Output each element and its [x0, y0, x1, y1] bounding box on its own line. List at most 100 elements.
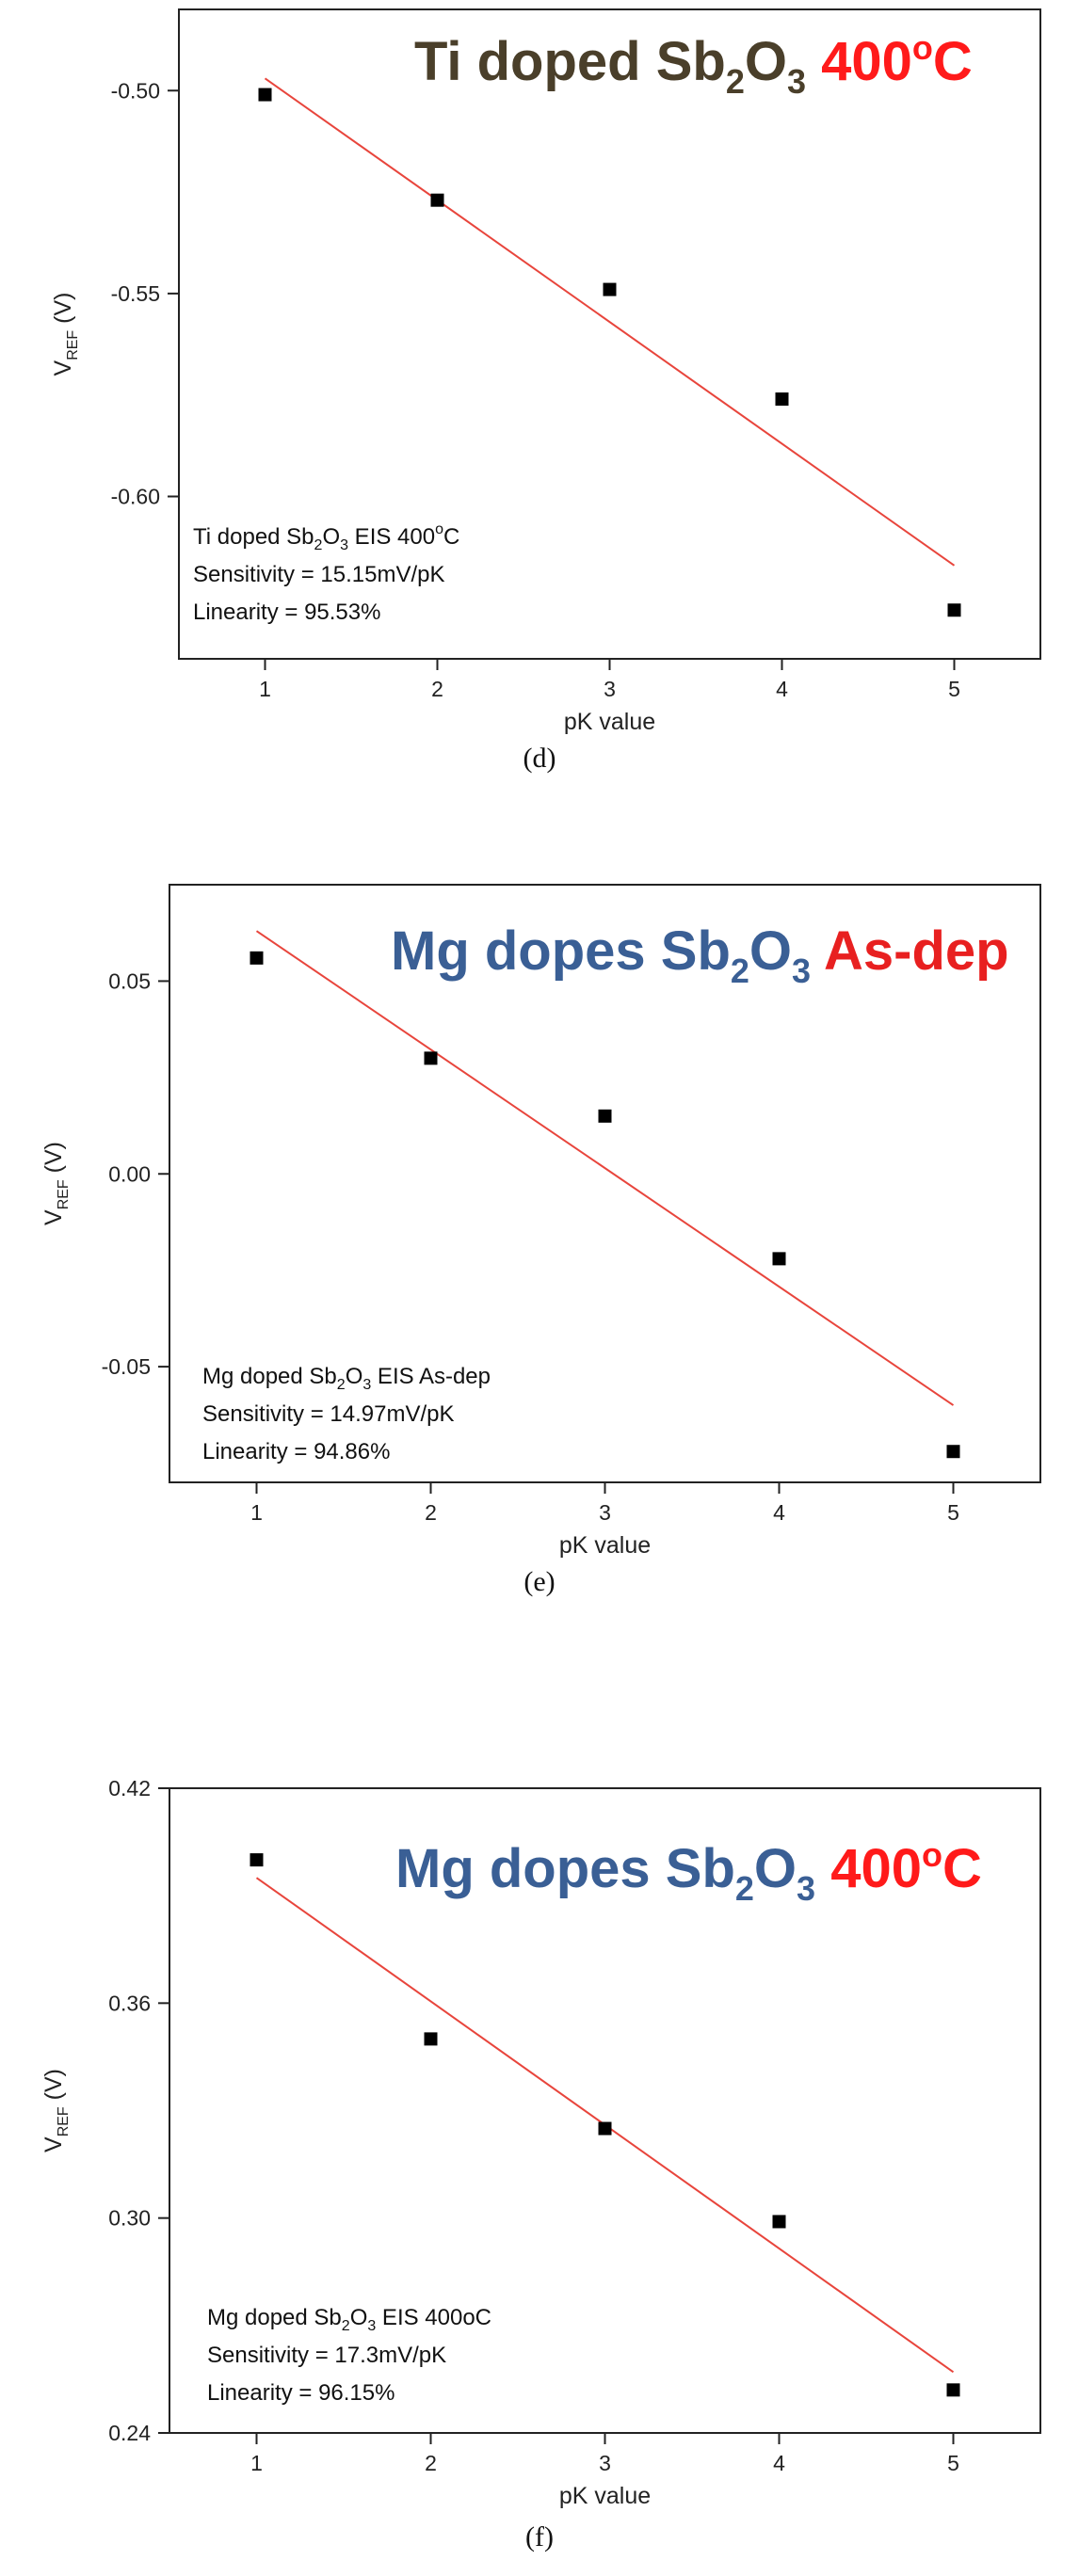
x-tick-label: 3 — [599, 1500, 611, 1525]
text-run: o — [912, 28, 933, 67]
y-tick-label: 0.42 — [108, 1776, 151, 1800]
x-tick-label: 4 — [776, 677, 788, 701]
text-run: o — [435, 521, 443, 537]
panel-label: (d) — [523, 743, 556, 774]
annotation-line: Sensitivity = 15.15mV/pK — [193, 562, 444, 587]
data-point — [250, 1853, 264, 1867]
text-run: O — [754, 1838, 797, 1899]
data-point — [947, 603, 961, 617]
y-tick-label: 0.05 — [108, 968, 151, 993]
text-run: Sensitivity = 14.97mV/pK — [202, 1401, 454, 1427]
data-point — [424, 2032, 438, 2046]
text-run: 400 — [815, 1838, 922, 1899]
y-axis-title: VREF (V) — [40, 2069, 72, 2152]
x-tick-label: 2 — [425, 2451, 437, 2475]
text-run: EIS 400 — [348, 524, 435, 550]
x-tick-label: 2 — [431, 677, 443, 701]
x-tick-label: 4 — [773, 2451, 785, 2475]
y-axis-title-unit: (V) — [40, 2069, 67, 2106]
text-run: Mg doped Sb — [202, 1364, 337, 1389]
x-axis-title: pK value — [559, 1532, 651, 1559]
data-point — [772, 1252, 786, 1266]
y-tick-label: -0.60 — [111, 485, 160, 509]
text-run: 400 — [806, 31, 912, 92]
text-run: 3 — [362, 1377, 371, 1393]
text-run: EIS 400oC — [376, 2305, 491, 2330]
y-tick-label: -0.05 — [102, 1354, 151, 1379]
text-run: O — [745, 31, 787, 92]
text-run: 2 — [735, 1869, 754, 1908]
text-run: Mg dopes Sb — [391, 920, 731, 982]
y-tick-label: 0.00 — [108, 1161, 151, 1186]
x-tick-label: 5 — [947, 1500, 959, 1525]
annotation-line: Ti doped Sb2O3 EIS 400oC — [193, 521, 459, 553]
data-point — [598, 2121, 612, 2136]
x-tick-label: 1 — [259, 677, 271, 701]
text-run: 2 — [731, 952, 749, 990]
x-tick-label: 1 — [250, 1500, 263, 1525]
text-run: Linearity = 94.86% — [202, 1439, 390, 1464]
chart-title: Ti doped Sb2O3 400oC — [414, 28, 973, 101]
text-run: O — [322, 524, 340, 550]
y-axis-title-main: V — [40, 1209, 67, 1225]
x-tick-label: 4 — [773, 1500, 785, 1525]
text-run: Mg doped Sb — [207, 2305, 342, 2330]
x-axis-title: pK value — [559, 2483, 651, 2509]
chart-panel-3: 1 2 3 4 5 0.42 0.36 0.30 0.24 pK value VREF (V) Mg … — [40, 1776, 1041, 2552]
y-axis-title-unit: (V) — [40, 1142, 67, 1179]
y-axis-title: VREF (V) — [40, 1142, 72, 1225]
text-run: O — [346, 1364, 363, 1389]
data-point — [775, 392, 789, 406]
y-axis-title-unit: (V) — [50, 293, 76, 330]
annotation-line: Mg doped Sb2O3 EIS As-dep — [202, 1364, 491, 1393]
x-axis-title: pK value — [564, 709, 655, 735]
y-axis-title-subscript: REF — [56, 2106, 72, 2136]
data-point — [424, 1051, 438, 1065]
text-run: 2 — [337, 1377, 346, 1393]
text-run: 3 — [340, 537, 348, 553]
y-tick-label: -0.55 — [111, 281, 160, 306]
text-run: Ti doped Sb — [193, 524, 314, 550]
text-run: O — [749, 920, 792, 982]
text-run: 2 — [726, 62, 745, 101]
y-tick-label: 0.36 — [108, 1991, 151, 2015]
text-run: EIS As-dep — [371, 1364, 491, 1389]
chart-title: Mg dopes Sb2O3 400oC — [395, 1835, 982, 1908]
text-run: Linearity = 96.15% — [207, 2380, 395, 2406]
data-point — [598, 1109, 612, 1123]
text-run: C — [443, 524, 459, 550]
y-tick-label: 0.24 — [108, 2421, 151, 2445]
text-run: 3 — [792, 952, 811, 990]
x-tick-label: 5 — [948, 677, 960, 701]
fit-line — [255, 930, 955, 1406]
text-run: 2 — [314, 537, 323, 553]
text-run: 2 — [342, 2318, 350, 2334]
data-point — [250, 951, 264, 965]
text-run: As-dep — [811, 920, 1009, 982]
panel-label: (f) — [525, 2521, 554, 2552]
fit-line — [264, 77, 956, 567]
text-run: C — [942, 1838, 982, 1899]
text-run: C — [933, 31, 973, 92]
data-point — [603, 282, 617, 296]
panel-label: (e) — [523, 1566, 555, 1597]
y-axis-title: VREF (V) — [50, 293, 81, 376]
chart-title: Mg dopes Sb2O3 As-dep — [391, 920, 1009, 990]
annotation-line: Mg doped Sb2O3 EIS 400oC — [207, 2305, 491, 2334]
text-run: O — [350, 2305, 368, 2330]
y-axis-title-subscript: REF — [65, 330, 81, 360]
data-point — [946, 2383, 960, 2397]
text-run: Sensitivity = 15.15mV/pK — [193, 562, 444, 587]
text-run: 3 — [797, 1869, 815, 1908]
y-axis-title-main: V — [50, 360, 76, 376]
data-point — [258, 88, 272, 102]
x-tick-label: 1 — [250, 2451, 263, 2475]
y-axis-title-main: V — [40, 2136, 67, 2152]
text-run: 3 — [367, 2318, 376, 2334]
text-run: Sensitivity = 17.3mV/pK — [207, 2343, 446, 2368]
x-tick-label: 3 — [599, 2451, 611, 2475]
annotation-line: Linearity = 96.15% — [207, 2380, 395, 2406]
x-tick-label: 3 — [604, 677, 616, 701]
